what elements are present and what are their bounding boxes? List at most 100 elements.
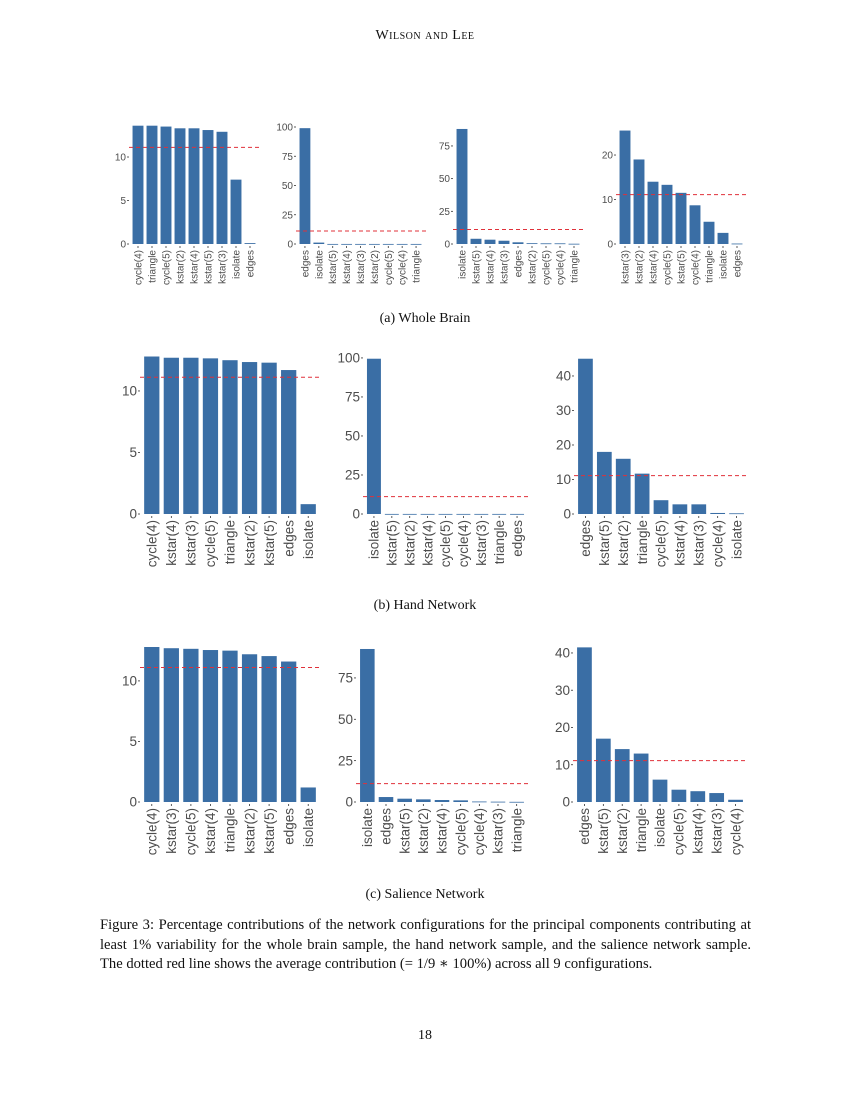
x-tick-label: kstar(2) [402, 520, 417, 566]
x-tick-label: triangle [509, 808, 524, 852]
x-tick-label: kstar(3) [500, 250, 511, 284]
bar [144, 356, 160, 514]
chart-a-2: isolate kstar(5) kstar(4) kstar(3) edges ksta… [439, 128, 584, 285]
bar [202, 358, 219, 514]
x-tick-label: kstar(5) [597, 520, 612, 566]
x-tick-label: kstar(3) [218, 250, 229, 284]
bar [261, 362, 277, 514]
bar [672, 504, 688, 514]
x-tick-label: cycle(5) [438, 520, 453, 567]
x-tick-label: cycle(4) [398, 250, 409, 285]
chart-b-4: cycle(4) kstar(4) kstar(3) cycle(5) triangle… [122, 356, 321, 567]
x-tick-label: kstar(3) [709, 808, 724, 854]
bar [313, 242, 325, 244]
chart-c-7: cycle(4) kstar(3) cycle(5) kstar(4) triangle… [122, 647, 321, 855]
bar [470, 238, 482, 244]
bar [615, 458, 631, 514]
x-tick-label: kstar(4) [420, 520, 435, 566]
bar [633, 753, 649, 802]
bar [244, 243, 256, 244]
y-tick-label: 75 [338, 671, 353, 686]
x-tick-label: isolate [301, 520, 316, 559]
x-tick-label: kstar(2) [242, 808, 257, 854]
x-tick-label: cycle(5) [672, 808, 687, 855]
x-tick-label: kstar(4) [673, 520, 688, 566]
x-tick-label: kstar(3) [184, 520, 199, 566]
x-tick-label: isolate [232, 250, 243, 279]
bar [703, 221, 715, 244]
x-tick-label: cycle(4) [556, 250, 567, 285]
y-tick-label: 10 [602, 195, 614, 206]
bar [484, 239, 496, 244]
x-tick-label: triangle [634, 808, 649, 852]
y-tick-label: 0 [563, 507, 571, 522]
x-tick-label: isolate [458, 250, 469, 279]
x-tick-label: kstar(5) [328, 250, 339, 284]
bar [241, 362, 258, 514]
bar [360, 648, 375, 802]
bar [222, 650, 238, 802]
x-tick-label: kstar(4) [435, 808, 450, 854]
bar [397, 798, 412, 802]
y-tick-label: 25 [338, 753, 353, 768]
subcaption-b: (b) Hand Network [373, 598, 477, 613]
x-tick-label: isolate [367, 520, 382, 559]
x-tick-label: triangle [223, 808, 238, 852]
x-tick-label: kstar(2) [635, 250, 646, 284]
bar [402, 513, 417, 515]
y-tick-label: 50 [338, 712, 353, 727]
y-tick-label: 0 [444, 240, 450, 251]
x-tick-label: kstar(2) [176, 250, 187, 284]
y-tick-label: 0 [345, 795, 353, 810]
x-tick-label: isolate [719, 250, 730, 279]
y-tick-label: 0 [352, 507, 360, 522]
y-tick-label: 10 [122, 674, 137, 689]
bar [653, 500, 669, 514]
y-tick-label: 75 [345, 390, 360, 405]
x-tick-label: cycle(5) [384, 250, 395, 285]
y-tick-label: 75 [282, 152, 294, 163]
bar [216, 131, 228, 244]
x-tick-label: kstar(4) [342, 250, 353, 284]
bar [661, 184, 673, 244]
bar [384, 513, 399, 515]
x-tick-label: edges [733, 250, 744, 277]
x-tick-label: cycle(4) [710, 520, 725, 567]
x-tick-label: kstar(4) [649, 250, 660, 284]
bar [596, 451, 612, 514]
x-tick-label: cycle(4) [145, 520, 160, 567]
y-tick-label: 25 [345, 468, 360, 483]
y-tick-label: 40 [555, 646, 570, 661]
x-tick-label: kstar(2) [528, 250, 539, 284]
x-tick-label: kstar(4) [486, 250, 497, 284]
x-tick-label: edges [578, 520, 593, 557]
bar [652, 779, 668, 802]
x-tick-label: edges [510, 520, 525, 557]
y-tick-label: 0 [287, 240, 293, 251]
bar [691, 504, 707, 514]
y-tick-label: 100 [337, 351, 360, 366]
x-tick-label: triangle [223, 520, 238, 564]
y-tick-label: 0 [607, 240, 613, 251]
bar [146, 125, 158, 244]
x-tick-label: triangle [635, 520, 650, 564]
bar [163, 648, 179, 802]
bar [568, 243, 580, 245]
bar [241, 654, 258, 802]
bar [281, 661, 297, 802]
x-tick-label: kstar(5) [677, 250, 688, 284]
x-tick-label: cycle(5) [184, 808, 199, 855]
bar [299, 128, 311, 244]
x-tick-label: cycle(4) [456, 520, 471, 567]
bar [689, 205, 701, 244]
x-tick-label: kstar(3) [621, 250, 632, 284]
x-tick-label: cycle(4) [145, 808, 160, 855]
x-tick-label: kstar(3) [491, 808, 506, 854]
y-tick-label: 5 [129, 445, 137, 460]
x-tick-label: edges [281, 808, 296, 845]
bar [717, 232, 729, 244]
chart-c-8: isolate edges kstar(5) kstar(2) kstar(4) cycl… [338, 648, 529, 855]
bar [731, 243, 743, 245]
bar [396, 243, 408, 245]
x-tick-label: kstar(4) [691, 808, 706, 854]
